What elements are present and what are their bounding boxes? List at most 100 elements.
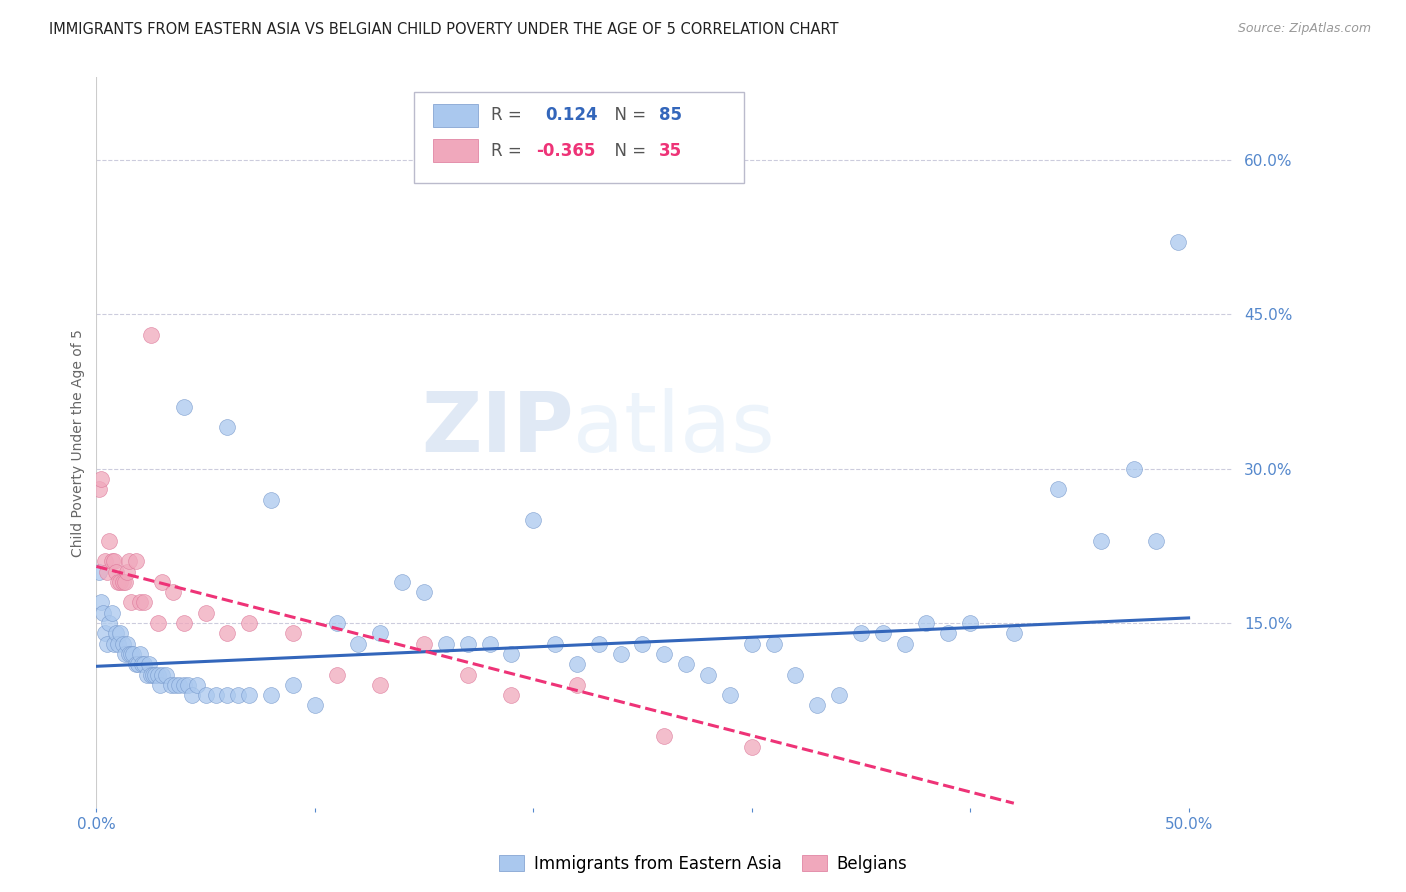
Point — [91, 606, 114, 620]
Point — [457, 667, 479, 681]
Point — [1167, 235, 1189, 249]
Point — [478, 637, 501, 651]
Point — [120, 595, 142, 609]
Point — [105, 565, 128, 579]
Point — [915, 616, 938, 631]
Point — [115, 565, 138, 579]
Point — [631, 637, 654, 651]
Point — [413, 637, 436, 651]
Point — [828, 688, 851, 702]
Point — [194, 606, 217, 620]
Point — [893, 637, 915, 651]
Point — [131, 657, 153, 672]
Point — [173, 400, 195, 414]
Point — [959, 616, 981, 631]
Point — [260, 492, 283, 507]
Point — [135, 667, 157, 681]
Point — [110, 626, 132, 640]
Point — [163, 678, 186, 692]
Point — [413, 585, 436, 599]
FancyBboxPatch shape — [433, 139, 478, 162]
Point — [741, 637, 763, 651]
Point — [96, 565, 118, 579]
Point — [122, 647, 145, 661]
Point — [565, 657, 588, 672]
Point — [1090, 533, 1112, 548]
Point — [96, 637, 118, 651]
Point — [87, 482, 110, 496]
Point — [434, 637, 457, 651]
Point — [173, 678, 195, 692]
Point — [1002, 626, 1025, 640]
Y-axis label: Child Poverty Under the Age of 5: Child Poverty Under the Age of 5 — [72, 329, 86, 557]
Point — [675, 657, 697, 672]
Point — [129, 647, 152, 661]
Point — [370, 626, 392, 640]
Point — [181, 688, 204, 702]
Point — [652, 647, 675, 661]
Point — [652, 729, 675, 743]
Point — [609, 647, 631, 661]
Point — [697, 667, 720, 681]
Point — [217, 626, 239, 640]
Point — [114, 574, 136, 589]
Point — [173, 616, 195, 631]
Point — [110, 574, 132, 589]
Point — [718, 688, 741, 702]
Point — [124, 657, 146, 672]
Point — [281, 626, 304, 640]
Text: 85: 85 — [658, 106, 682, 125]
Point — [90, 472, 112, 486]
Point — [177, 678, 200, 692]
Point — [159, 678, 181, 692]
Point — [105, 626, 128, 640]
Point — [260, 688, 283, 702]
Point — [146, 616, 169, 631]
Text: N =: N = — [605, 142, 651, 160]
Point — [142, 667, 165, 681]
Point — [194, 688, 217, 702]
Point — [347, 637, 370, 651]
Point — [281, 678, 304, 692]
Point — [103, 637, 125, 651]
Point — [143, 667, 166, 681]
Point — [90, 595, 112, 609]
Point — [325, 616, 347, 631]
Text: R =: R = — [491, 142, 526, 160]
Point — [98, 533, 121, 548]
Point — [114, 647, 136, 661]
Point — [741, 739, 763, 754]
Point — [111, 637, 134, 651]
Point — [155, 667, 177, 681]
Text: 35: 35 — [658, 142, 682, 160]
Point — [94, 626, 117, 640]
Point — [169, 678, 191, 692]
Point — [501, 647, 523, 661]
Point — [111, 574, 134, 589]
Point — [304, 698, 326, 713]
Point — [103, 554, 125, 568]
Point — [127, 657, 149, 672]
Point — [391, 574, 413, 589]
Point — [162, 585, 184, 599]
Point — [87, 565, 110, 579]
Point — [118, 554, 141, 568]
Point — [146, 667, 169, 681]
Point — [107, 637, 129, 651]
Point — [217, 420, 239, 434]
Point — [129, 595, 152, 609]
Point — [806, 698, 828, 713]
Point — [565, 678, 588, 692]
Point — [118, 647, 141, 661]
Point — [522, 513, 544, 527]
Point — [138, 657, 160, 672]
Point — [238, 688, 260, 702]
Point — [457, 637, 479, 651]
Point — [100, 606, 122, 620]
Point — [1144, 533, 1167, 548]
Point — [115, 637, 138, 651]
FancyBboxPatch shape — [433, 103, 478, 128]
Point — [1046, 482, 1069, 496]
Point — [588, 637, 610, 651]
Text: IMMIGRANTS FROM EASTERN ASIA VS BELGIAN CHILD POVERTY UNDER THE AGE OF 5 CORRELA: IMMIGRANTS FROM EASTERN ASIA VS BELGIAN … — [49, 22, 839, 37]
